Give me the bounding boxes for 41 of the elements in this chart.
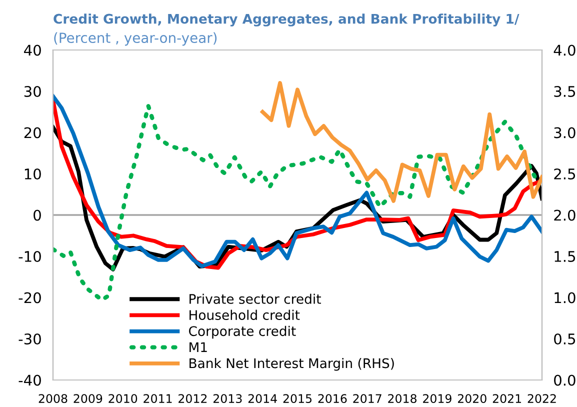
y-tick-label: 20 [24,127,41,138]
line-series [260,81,542,203]
y-tick-label: -30 [18,333,41,344]
y2-tick-label: 2.5 [554,168,576,180]
y-tick-label: 40 [24,44,41,56]
x-tick-label: 2020 [458,394,486,404]
y2-tick-label: 3.5 [554,86,576,97]
x-tick-label: 2008 [38,394,68,404]
y2-tick-label: 1.0 [554,292,576,304]
x-tick-label: 2009 [74,394,102,404]
legend-label: Private sector credit [190,294,321,304]
x-tick-label: 2018 [388,394,416,404]
x-tick-label: 2010 [108,394,138,404]
y-tick-label: 30 [24,86,41,97]
x-tick-label: 2022 [528,394,556,404]
y2-tick-label: 3.0 [554,127,576,138]
chart-title: Credit Growth, Monetary Aggregates, and Bank Profitability 1/ [54,14,520,26]
x-tick-label: 2015 [283,394,312,404]
legend-label: Corporate credit [189,326,296,339]
x-tick-label: 2017 [353,394,382,404]
y-tick-label: -10 [18,250,41,262]
y2-tick-label: 0.5 [554,333,576,344]
y2-tick-label: 1.5 [554,251,576,262]
y-tick-label: 10 [24,168,41,180]
legend-label: M1 [190,342,207,352]
x-tick-label: 2021 [492,394,522,404]
x-tick-label: 2012 [178,394,207,404]
y2-tick-label: 4.0 [554,44,576,56]
chart-subtitle: (Percent , year-on-year) [54,32,217,46]
x-tick-label: 2019 [423,394,452,404]
legend-label: Bank Net Interest Margin (RHS) [190,358,394,371]
x-tick-label: 2011 [144,394,172,404]
x-tick-label: 2013 [213,394,242,404]
y2-tick-label: 2.0 [554,210,576,221]
x-tick-label: 2014 [248,394,277,404]
y2-tick-label: 0.0 [554,374,576,386]
y-tick-label: -40 [18,374,41,386]
legend-label: Household credit [190,310,300,320]
x-tick-label: 2016 [318,394,347,404]
y-tick-label: 0 [34,210,41,221]
y-tick-label: -20 [18,292,41,304]
